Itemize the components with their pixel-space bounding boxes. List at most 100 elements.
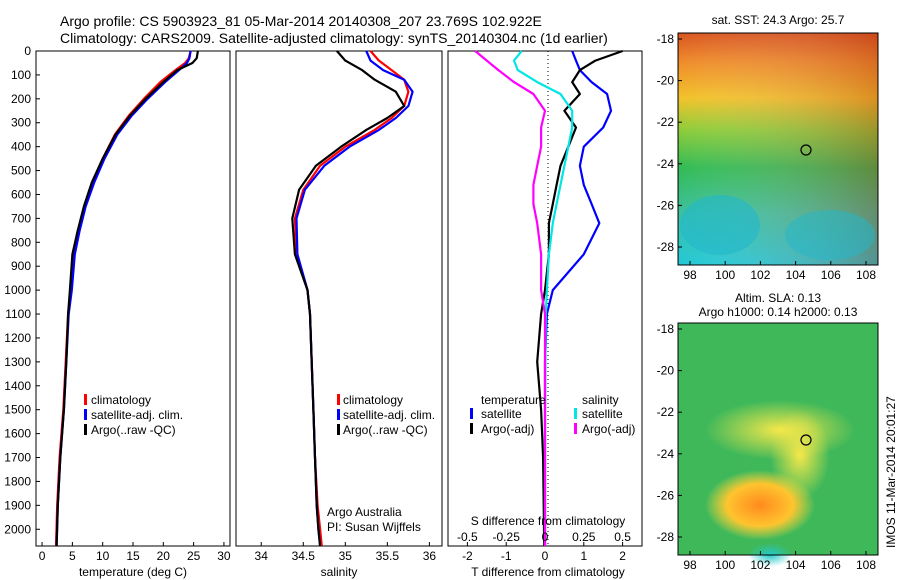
depth-tick-label: 100 — [11, 68, 31, 82]
depth-tick-label: 800 — [11, 235, 31, 249]
difference-x-tick-label: 2 — [619, 549, 626, 563]
temperature-panel: 0100200300400500600700800900100011001200… — [4, 44, 231, 579]
argo-location-marker — [800, 144, 812, 156]
map-x-tick-label: 104 — [786, 268, 806, 282]
salinity-x-axis: 34 34.5 35 35.5 36 — [255, 542, 437, 563]
temperature-x-tick-label: 15 — [126, 549, 140, 563]
legend-swatch-climatology-2 — [337, 394, 340, 405]
depth-tick-label: 200 — [11, 92, 31, 106]
map-x-tick-label: 102 — [750, 268, 770, 282]
depth-tick-label: 2000 — [4, 522, 31, 536]
depth-tick-label: 400 — [11, 140, 31, 154]
sla-ridge — [770, 410, 830, 500]
legend-swatch-satellite — [84, 409, 87, 420]
legend-label-satellite: satellite-adj. clim. — [91, 408, 183, 422]
salinity-x-tick-label: 35 — [339, 549, 353, 563]
salinity-series-line-2 — [291, 50, 406, 547]
map-y-tick-label: -22 — [657, 115, 675, 129]
depth-tick-label: 0 — [24, 44, 31, 58]
legend-label-sal-argo: Argo(-adj) — [582, 422, 635, 436]
sst-cool-patch — [680, 195, 760, 255]
legend-label-climatology: climatology — [91, 393, 151, 407]
map-x-tick-label: 108 — [856, 268, 876, 282]
sst-map: sat. SST: 24.3 Argo: 25.7 98 100 102 104 106… — [657, 13, 879, 282]
difference-x-tick-label: -1 — [501, 549, 512, 563]
depth-tick-label: 1700 — [4, 451, 31, 465]
legend-swatch-temp-argo — [470, 423, 473, 434]
credit-org: Argo Australia — [327, 505, 402, 519]
legend-label-temp-argo: Argo(-adj) — [481, 422, 534, 436]
map-y-tick-label: -24 — [657, 157, 675, 171]
legend-swatch-argo-2 — [337, 424, 340, 435]
salinity-x-tick-label: 34.5 — [292, 549, 316, 563]
legend-label-temp-satellite: satellite — [481, 407, 522, 421]
map-y-tick-label: -28 — [657, 530, 675, 544]
map-y-tick-label: -18 — [657, 32, 675, 46]
legend-label-satellite-2: satellite-adj. clim. — [343, 408, 435, 422]
s-difference-tick-label: 0.5 — [614, 530, 631, 544]
sla-map: Altim. SLA: 0.13 Argo h1000: 0.14 h2000:… — [657, 291, 879, 572]
s-difference-tick-label: 0 — [542, 530, 549, 544]
temperature-series-line-2 — [55, 50, 199, 547]
legend-title-salinity: salinity — [582, 393, 619, 407]
legend-swatch-sal-satellite — [574, 408, 577, 419]
map-x-tick-label: 98 — [683, 268, 697, 282]
map-y-tick-label: -20 — [657, 74, 675, 88]
map-y-tick-label: -26 — [657, 488, 675, 502]
temperature-x-tick-label: 25 — [187, 549, 201, 563]
map-y-tick-label: -24 — [657, 447, 675, 461]
temperature-x-tick-label: 10 — [96, 549, 110, 563]
legend-swatch-climatology — [84, 394, 87, 405]
sst-map-title: sat. SST: 24.3 Argo: 25.7 — [712, 13, 845, 27]
sla-map-title-1: Altim. SLA: 0.13 — [735, 291, 821, 305]
salinity-x-tick-label: 36 — [423, 549, 437, 563]
temperature-frame — [35, 50, 231, 547]
legend-swatch-temp-satellite — [470, 408, 473, 419]
map-x-tick-label: 102 — [750, 558, 770, 572]
s-difference-tick-label: 0.25 — [572, 530, 596, 544]
s-difference-tick-label: -0.25 — [493, 530, 521, 544]
difference-x-tick-label: 0 — [542, 549, 549, 563]
depth-tick-label: 1200 — [4, 331, 31, 345]
map-y-tick-label: -28 — [657, 240, 675, 254]
salinity-series-line-1 — [295, 50, 414, 547]
difference-x-tick-label: -2 — [462, 549, 473, 563]
credit-pi: PI: Susan Wijffels — [327, 520, 421, 534]
difference-panel: -2 -1 0 1 2 temperature salinity satellite A… — [447, 49, 643, 579]
timestamp-stamp: IMOS 11-Mar-2014 20:01:27 — [884, 396, 898, 548]
salinity-x-label: salinity — [321, 565, 358, 579]
depth-tick-label: 1100 — [5, 307, 31, 321]
depth-tick-label: 900 — [11, 259, 31, 273]
legend-label-argo: Argo(..raw -QC) — [91, 423, 176, 437]
s-difference-axis: -0.5 -0.25 0 0.25 0.5 — [457, 530, 631, 544]
map-x-tick-label: 104 — [786, 558, 806, 572]
depth-tick-label: 1800 — [4, 474, 31, 488]
temperature-x-tick-label: 5 — [69, 549, 76, 563]
s-difference-label: S difference from climatology — [471, 514, 626, 528]
difference-x-tick-label: 1 — [580, 549, 587, 563]
map-x-tick-label: 98 — [683, 558, 697, 572]
legend-label-climatology-2: climatology — [343, 393, 403, 407]
depth-tick-label: 1600 — [4, 427, 31, 441]
depth-axis: 0 100 200 300 400 500 600 700 800 900 1000 1100 1200… — [4, 44, 40, 536]
header-line-1: Argo profile: CS 5903923_81 05-Mar-2014 … — [60, 13, 542, 29]
map-x-tick-label: 106 — [821, 268, 841, 282]
depth-tick-label: 1500 — [4, 403, 31, 417]
difference-series-line-0 — [543, 50, 613, 546]
depth-tick-label: 1000 — [4, 283, 31, 297]
temperature-legend: climatology satellite-adj. clim. Argo(..… — [84, 393, 183, 437]
argo-location-marker-2 — [800, 434, 812, 446]
depth-tick-label: 300 — [11, 116, 31, 130]
difference-series-line-3 — [474, 50, 547, 546]
temperature-x-tick-label: 20 — [157, 549, 171, 563]
depth-tick-label: 700 — [11, 211, 31, 225]
map-y-tick-label: -22 — [657, 405, 675, 419]
s-difference-tick-label: -0.5 — [457, 530, 478, 544]
salinity-series-line-0 — [293, 50, 410, 547]
legend-title-temperature: temperature — [481, 393, 546, 407]
difference-series-line-1 — [536, 49, 623, 547]
temperature-series — [54, 50, 199, 547]
legend-swatch-satellite-2 — [337, 409, 340, 420]
depth-tick-label: 500 — [11, 164, 31, 178]
